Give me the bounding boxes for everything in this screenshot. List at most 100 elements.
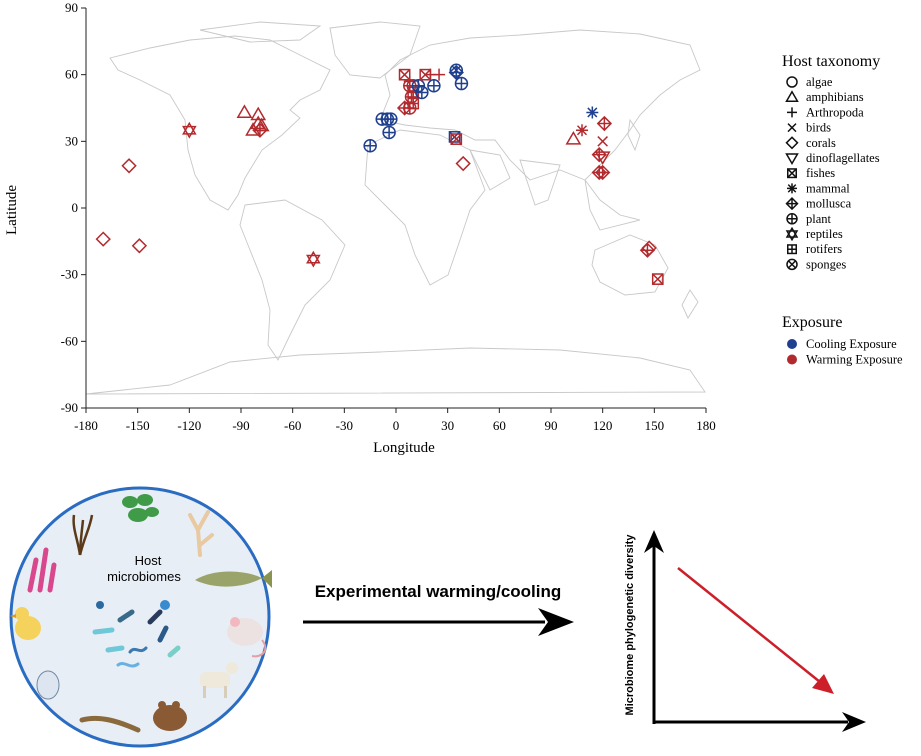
legend-label: corals bbox=[806, 136, 836, 150]
legend-label: sponges bbox=[806, 257, 846, 271]
legend-symbol-circle-x bbox=[786, 258, 798, 271]
chick-illustration bbox=[10, 607, 41, 640]
new-zealand-outline bbox=[681, 289, 699, 319]
x-tick-label: 150 bbox=[645, 418, 665, 433]
legend-item-mollusca: mollusca bbox=[785, 197, 852, 211]
y-ticks: 90 60 30 0 -30 -60 -90 bbox=[61, 0, 86, 415]
data-point-diamond-plus-warming bbox=[596, 115, 613, 132]
legend-label: mammal bbox=[806, 181, 850, 195]
legend-symbol-diamond-plus bbox=[785, 197, 799, 211]
world-map bbox=[85, 21, 706, 395]
data-point-triangle-warming bbox=[565, 131, 582, 145]
data-point-circle-plus-cooling bbox=[415, 85, 429, 100]
experiment-arrow bbox=[303, 608, 574, 636]
data-point-triangle-warming bbox=[236, 104, 253, 118]
data-point-star-david-warming bbox=[182, 121, 197, 139]
goat-illustration bbox=[200, 662, 238, 698]
data-point-circle-plus-cooling bbox=[454, 76, 469, 91]
legend-item-rotifers: rotifers bbox=[787, 242, 842, 256]
x-tick-label: 30 bbox=[441, 418, 454, 433]
data-point-diamond-plus-warming bbox=[591, 164, 607, 181]
map-axes bbox=[85, 8, 706, 409]
legend-item-plant: plant bbox=[786, 212, 832, 226]
south-america-outline bbox=[239, 199, 346, 361]
x-tick-label: -120 bbox=[177, 418, 201, 433]
legend-label: algae bbox=[806, 75, 833, 89]
legend-symbol-plus bbox=[787, 107, 797, 118]
legend-label: Warming Exposure bbox=[806, 353, 903, 367]
legend-item-sponges: sponges bbox=[786, 257, 846, 271]
data-points bbox=[95, 63, 664, 285]
arctic-islands-outline bbox=[199, 21, 322, 43]
legend-symbol-circle bbox=[786, 76, 798, 88]
data-point-circle-plus-cooling bbox=[427, 79, 441, 93]
data-point-triangle-warming bbox=[250, 115, 267, 130]
legend-color-dot bbox=[787, 354, 797, 365]
data-point-circle-plus-cooling bbox=[382, 125, 396, 140]
microbes-illustration bbox=[92, 600, 181, 668]
data-point-diamond-plus-warming bbox=[639, 242, 656, 258]
legend-item-arthropoda: Arthropoda bbox=[787, 105, 864, 119]
data-point-asterisk-cooling bbox=[586, 106, 599, 119]
data-point-diamond-warming bbox=[95, 231, 111, 247]
circle-label-host: Host bbox=[135, 553, 162, 568]
greenland-outline bbox=[329, 21, 421, 79]
data-point-circle-plus-cooling bbox=[384, 112, 398, 126]
trend-plot: Microbiome phylogenetic diversity bbox=[624, 530, 866, 732]
host-microbiomes-circle: Host microbiomes bbox=[9, 486, 272, 748]
legend-label: mollusca bbox=[806, 197, 852, 211]
y-tick-label: -30 bbox=[61, 267, 78, 282]
data-point-square-x-warming bbox=[651, 273, 664, 285]
frog-illustration bbox=[153, 701, 187, 731]
trend-line bbox=[677, 567, 821, 683]
se-asia-outline bbox=[584, 179, 641, 231]
legend-label: birds bbox=[806, 121, 831, 135]
lizard-illustration bbox=[79, 715, 141, 733]
data-point-diamond-plus-warming bbox=[591, 147, 607, 163]
y-tick-label: 60 bbox=[65, 67, 78, 82]
legend-symbol-diamond bbox=[785, 136, 799, 150]
legend-symbol-triangle-down bbox=[785, 153, 799, 165]
legend-item-dinoflagellates: dinoflagellates bbox=[785, 151, 880, 165]
legend-item-birds: birds bbox=[787, 121, 831, 135]
circle-border bbox=[9, 486, 271, 748]
legend-label: dinoflagellates bbox=[806, 151, 880, 165]
data-point-cross-warming bbox=[597, 136, 608, 147]
legend-item-amphibians: amphibians bbox=[785, 90, 864, 104]
x-tick-label: 120 bbox=[593, 418, 613, 433]
legend-symbol-asterisk bbox=[787, 183, 797, 194]
y-tick-label: 30 bbox=[65, 133, 78, 148]
trend-y-label: Microbiome phylogenetic diversity bbox=[624, 534, 636, 716]
legend-label: amphibians bbox=[806, 90, 864, 104]
x-tick-label: -180 bbox=[74, 418, 98, 433]
x-tick-label: -150 bbox=[126, 418, 150, 433]
data-point-diamond-plus-cooling bbox=[448, 64, 464, 81]
x-tick-label: -60 bbox=[284, 418, 301, 433]
india-outline bbox=[519, 159, 561, 206]
legend-label: fishes bbox=[806, 166, 835, 180]
eurasia-outline bbox=[379, 29, 701, 181]
x-tick-label: 0 bbox=[393, 418, 400, 433]
legend-label: rotifers bbox=[806, 242, 842, 256]
legend-label: plant bbox=[806, 212, 832, 226]
x-axis-label: Longitude bbox=[373, 440, 435, 456]
sponge-illustration bbox=[27, 547, 57, 593]
north-america-outline bbox=[109, 35, 331, 211]
mouse-illustration bbox=[227, 617, 267, 658]
legend-symbol-square-x bbox=[787, 168, 797, 179]
arabia-outline bbox=[469, 149, 511, 191]
y-tick-label: 90 bbox=[65, 0, 78, 15]
legend-label: Cooling Exposure bbox=[806, 337, 897, 351]
legend-symbol-square-plus bbox=[787, 244, 797, 255]
legend-symbol-star-david bbox=[785, 226, 799, 242]
data-point-plus-warming bbox=[433, 68, 446, 81]
trend-x-arrowhead bbox=[842, 712, 866, 732]
legend-symbol-triangle bbox=[785, 90, 799, 102]
x-ticks: -180 -150 -120 -90 -60 -30 0 30 60 90 120 150 180 bbox=[74, 408, 716, 433]
data-point-triangle-warming bbox=[250, 106, 267, 121]
coral-illustration bbox=[188, 510, 214, 557]
x-tick-label: -30 bbox=[336, 418, 353, 433]
